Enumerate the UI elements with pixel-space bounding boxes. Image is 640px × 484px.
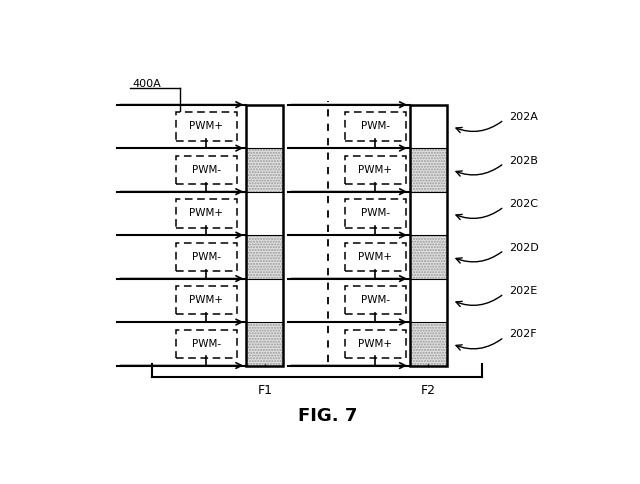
Text: 202D: 202D xyxy=(509,242,539,253)
Bar xyxy=(410,148,447,192)
Text: 202A: 202A xyxy=(509,112,538,122)
Text: PWM+: PWM+ xyxy=(358,165,392,175)
Text: FIG. 7: FIG. 7 xyxy=(298,407,358,425)
FancyBboxPatch shape xyxy=(344,242,406,271)
FancyBboxPatch shape xyxy=(176,242,237,271)
FancyBboxPatch shape xyxy=(344,112,406,140)
Bar xyxy=(246,105,284,148)
Text: PWM-: PWM- xyxy=(192,339,221,349)
Bar xyxy=(410,322,447,365)
Bar xyxy=(410,235,447,279)
Text: PWM-: PWM- xyxy=(360,121,390,131)
Bar xyxy=(246,148,284,192)
Text: 202F: 202F xyxy=(509,330,537,339)
Bar xyxy=(246,148,284,192)
Text: 202B: 202B xyxy=(509,155,538,166)
Text: 202C: 202C xyxy=(509,199,538,209)
Text: 400A: 400A xyxy=(132,79,161,89)
Bar xyxy=(246,105,284,365)
Bar xyxy=(410,279,447,322)
FancyBboxPatch shape xyxy=(176,286,237,315)
Bar xyxy=(410,192,447,235)
Text: PWM+: PWM+ xyxy=(358,339,392,349)
Text: PWM+: PWM+ xyxy=(358,252,392,262)
Bar xyxy=(410,148,447,192)
FancyBboxPatch shape xyxy=(344,330,406,358)
FancyBboxPatch shape xyxy=(344,156,406,184)
Bar xyxy=(246,279,284,322)
FancyBboxPatch shape xyxy=(176,112,237,140)
Text: PWM-: PWM- xyxy=(360,209,390,218)
FancyBboxPatch shape xyxy=(344,286,406,315)
Text: 202E: 202E xyxy=(509,286,538,296)
Bar xyxy=(246,235,284,279)
Text: PWM-: PWM- xyxy=(360,295,390,305)
Text: PWM+: PWM+ xyxy=(189,121,223,131)
Text: PWM+: PWM+ xyxy=(189,209,223,218)
Text: PWM-: PWM- xyxy=(192,252,221,262)
Text: F1: F1 xyxy=(257,384,272,397)
Bar xyxy=(410,322,447,365)
Bar xyxy=(246,235,284,279)
Bar xyxy=(246,192,284,235)
FancyBboxPatch shape xyxy=(176,199,237,227)
FancyBboxPatch shape xyxy=(176,156,237,184)
Text: PWM+: PWM+ xyxy=(189,295,223,305)
FancyBboxPatch shape xyxy=(344,199,406,227)
Bar xyxy=(410,235,447,279)
Text: PWM-: PWM- xyxy=(192,165,221,175)
Bar xyxy=(246,322,284,365)
FancyBboxPatch shape xyxy=(176,330,237,358)
Bar xyxy=(410,105,447,148)
Text: F2: F2 xyxy=(421,384,436,397)
Bar xyxy=(246,322,284,365)
Bar xyxy=(410,105,447,365)
